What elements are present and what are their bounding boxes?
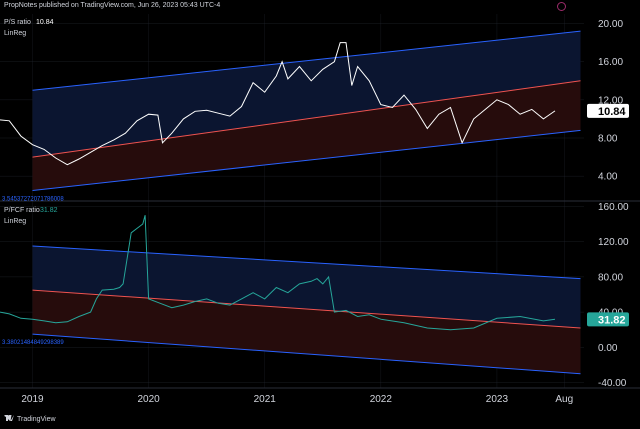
channel-upper-fill (32, 246, 581, 328)
y-tick-label: 120.00 (598, 237, 629, 248)
channel-lower-line (32, 129, 581, 191)
channel-lower-fill (32, 80, 581, 191)
labels: 10.84 P/S ratio 10.84 LinReg 3.5453727207178… (2, 19, 629, 346)
pane-legend[interactable]: P/S ratio 10.84 LinReg (4, 19, 54, 37)
y-tick-label: 160.00 (598, 202, 629, 213)
series-line[interactable] (0, 215, 556, 331)
lower-band-label: 3.54537272071786008 (2, 196, 64, 202)
current-value-label: 31.82 (598, 314, 626, 326)
y-tick-label: 80.00 (598, 272, 623, 283)
y-tick-label: 0.00 (598, 343, 618, 354)
brand-text: TradingView (17, 416, 56, 423)
tradingview-badge-icon[interactable] (557, 2, 566, 11)
x-tick-label: 2020 (137, 394, 160, 405)
current-value-tag (587, 312, 629, 327)
channel-lower-line (32, 333, 581, 375)
y-tick-label: 8.00 (598, 134, 618, 145)
x-tick-label: Aug (555, 394, 573, 405)
x-tick-label: 2022 (370, 394, 393, 405)
pane-legend[interactable]: P/FCF ratio 31.82 LinReg (4, 207, 58, 225)
pane-title-value: 31.82 (40, 207, 58, 214)
y-tick-label: -40.00 (598, 378, 627, 389)
indicator-label: LinReg (4, 30, 26, 37)
indicator-label: LinReg (4, 218, 26, 225)
lower-band-label: 3.38021484849298389 (2, 340, 64, 346)
channel-mid-line (32, 80, 581, 158)
current-value-label: 10.84 (598, 106, 626, 118)
x-tick-label: 2023 (486, 394, 509, 405)
tradingview-logo-icon (4, 415, 14, 421)
y-tick-label: 4.00 (598, 172, 618, 183)
tradingview-logo: TradingView (4, 415, 56, 423)
pane-title-value: 10.84 (36, 19, 54, 26)
y-tick-label: 20.00 (598, 19, 623, 30)
x-tick-label: 2019 (21, 394, 44, 405)
x-tick-label: 2021 (254, 394, 277, 405)
axes: 4.008.0012.0016.0020.00-40.000.0040.0080… (0, 19, 640, 405)
pfcf-ratio-pane[interactable] (0, 215, 581, 375)
publisher-caption: PropNotes published on TradingView.com, … (4, 2, 221, 9)
channel-upper-line (32, 245, 581, 280)
channel-lower-fill (32, 290, 581, 374)
channel-upper-fill (32, 31, 581, 158)
channel-upper-line (32, 30, 581, 91)
header: PropNotes published on TradingView.com, … (0, 0, 640, 14)
current-value-tag (587, 103, 629, 118)
ps-ratio-pane[interactable] (0, 30, 581, 191)
series-line[interactable] (0, 42, 556, 166)
pane-title: P/FCF ratio (4, 207, 40, 214)
pane-title: P/S ratio (4, 19, 31, 26)
y-tick-label: 12.00 (598, 95, 623, 106)
y-tick-label: 16.00 (598, 57, 623, 68)
